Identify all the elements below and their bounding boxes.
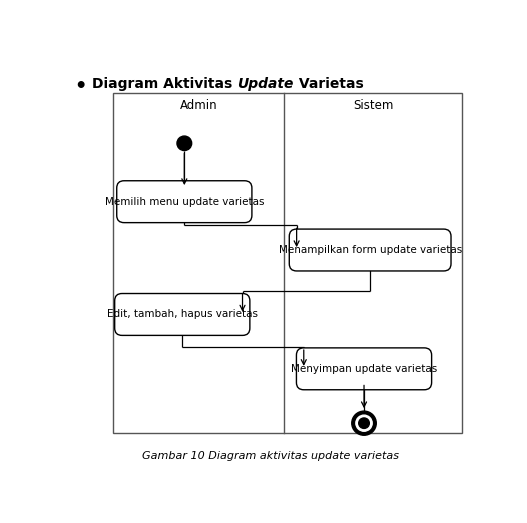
Text: Menyimpan update varietas: Menyimpan update varietas [291,364,437,374]
Text: Varietas: Varietas [294,77,364,91]
FancyBboxPatch shape [296,348,432,390]
Bar [113,93,462,433]
Circle shape [356,415,372,431]
Text: Menampilkan form update varietas: Menampilkan form update varietas [279,245,462,255]
Text: •: • [74,77,86,96]
Text: Memilih menu update varietas: Memilih menu update varietas [104,197,264,207]
Text: Gambar 10 Diagram aktivitas update varietas: Gambar 10 Diagram aktivitas update varie… [142,451,398,461]
Text: Diagram Aktivitas: Diagram Aktivitas [92,77,238,91]
Text: Admin: Admin [180,98,217,111]
FancyBboxPatch shape [116,181,252,223]
Text: Edit, tambah, hapus varietas: Edit, tambah, hapus varietas [107,310,258,320]
FancyBboxPatch shape [289,229,451,271]
Circle shape [177,136,192,151]
Text: Sistem: Sistem [353,98,393,111]
Circle shape [359,418,369,428]
Text: Update: Update [238,77,294,91]
Circle shape [352,411,376,435]
FancyBboxPatch shape [115,293,250,335]
